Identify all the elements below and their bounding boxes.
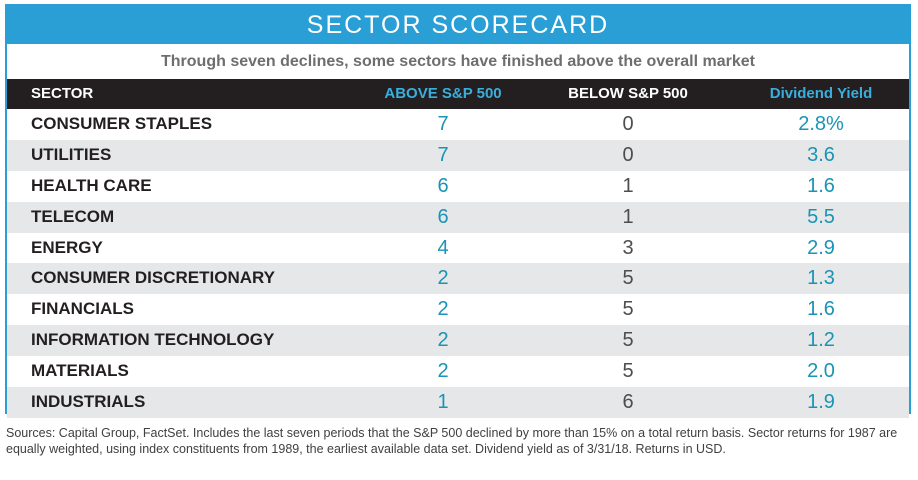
yield-cell: 1.6 bbox=[807, 298, 835, 321]
yield-cell: 1.3 bbox=[807, 267, 835, 290]
table-row: TELECOM 6 1 5.5 bbox=[7, 201, 909, 233]
table-row: CONSUMER STAPLES 7 0 2.8% bbox=[7, 109, 909, 140]
table-row: CONSUMER DISCRETIONARY 2 5 1.3 bbox=[7, 263, 909, 295]
above-cell: 6 bbox=[437, 205, 449, 228]
column-header-dividend-yield: Dividend Yield bbox=[769, 85, 873, 102]
column-header-below: BELOW S&P 500 bbox=[568, 85, 688, 102]
below-cell: 5 bbox=[622, 298, 634, 321]
above-cell: 2 bbox=[437, 267, 449, 290]
scorecard-card: SECTOR SCORECARD Through seven declines,… bbox=[5, 4, 911, 418]
above-cell: 2 bbox=[437, 360, 449, 383]
below-cell: 1 bbox=[622, 174, 634, 197]
below-cell: 5 bbox=[622, 267, 634, 290]
table-row: ENERGY 4 3 2.9 bbox=[7, 233, 909, 264]
table-row: UTILITIES 7 0 3.6 bbox=[7, 139, 909, 171]
yield-cell: 3.6 bbox=[807, 143, 835, 166]
below-cell: 6 bbox=[622, 391, 634, 414]
yield-cell: 1.9 bbox=[807, 391, 835, 414]
above-cell: 2 bbox=[437, 329, 449, 352]
sector-cell: CONSUMER STAPLES bbox=[31, 114, 213, 133]
sector-cell: HEALTH CARE bbox=[31, 175, 152, 195]
yield-cell: 1.2 bbox=[807, 329, 835, 352]
table-header: SECTOR ABOVE S&P 500 BELOW S&P 500 Divid… bbox=[7, 79, 909, 109]
sector-cell: ENERGY bbox=[31, 237, 103, 257]
yield-cell: 2.0 bbox=[807, 360, 835, 383]
column-header-above: ABOVE S&P 500 bbox=[384, 85, 502, 102]
yield-cell: 5.5 bbox=[807, 205, 835, 228]
sector-cell: UTILITIES bbox=[31, 144, 112, 164]
above-cell: 4 bbox=[437, 236, 449, 259]
table-body: CONSUMER STAPLES 7 0 2.8% UTILITIES 7 0 … bbox=[7, 109, 909, 418]
below-cell: 3 bbox=[622, 236, 634, 259]
below-cell: 5 bbox=[622, 360, 634, 383]
table-row: FINANCIALS 2 5 1.6 bbox=[7, 294, 909, 325]
table-row: HEALTH CARE 6 1 1.6 bbox=[7, 171, 909, 202]
above-cell: 7 bbox=[437, 113, 449, 135]
sector-cell: INFORMATION TECHNOLOGY bbox=[31, 330, 275, 350]
table-row: MATERIALS 2 5 2.0 bbox=[7, 356, 909, 387]
above-cell: 2 bbox=[437, 298, 449, 321]
sector-cell: INDUSTRIALS bbox=[31, 392, 146, 412]
scorecard-subtitle: Through seven declines, some sectors hav… bbox=[161, 53, 755, 70]
below-cell: 0 bbox=[622, 143, 634, 166]
below-cell: 0 bbox=[622, 113, 634, 135]
below-cell: 5 bbox=[622, 329, 634, 352]
sector-cell: MATERIALS bbox=[31, 361, 129, 381]
table-row: INDUSTRIALS 1 6 1.9 bbox=[7, 387, 909, 418]
sector-cell: TELECOM bbox=[31, 206, 115, 226]
above-cell: 7 bbox=[437, 143, 449, 166]
column-header-sector: SECTOR bbox=[31, 85, 94, 102]
yield-cell: 1.6 bbox=[807, 174, 835, 197]
yield-cell: 2.8% bbox=[798, 113, 844, 135]
scorecard-title: SECTOR SCORECARD bbox=[7, 6, 909, 44]
table-row: INFORMATION TECHNOLOGY 2 5 1.2 bbox=[7, 325, 909, 357]
sector-cell: CONSUMER DISCRETIONARY bbox=[31, 268, 275, 288]
yield-cell: 2.9 bbox=[807, 236, 835, 259]
above-cell: 1 bbox=[437, 391, 449, 414]
below-cell: 1 bbox=[622, 205, 634, 228]
sources-footnote: Sources: Capital Group, FactSet. Include… bbox=[6, 426, 898, 456]
above-cell: 6 bbox=[437, 174, 449, 197]
sector-cell: FINANCIALS bbox=[31, 299, 134, 319]
